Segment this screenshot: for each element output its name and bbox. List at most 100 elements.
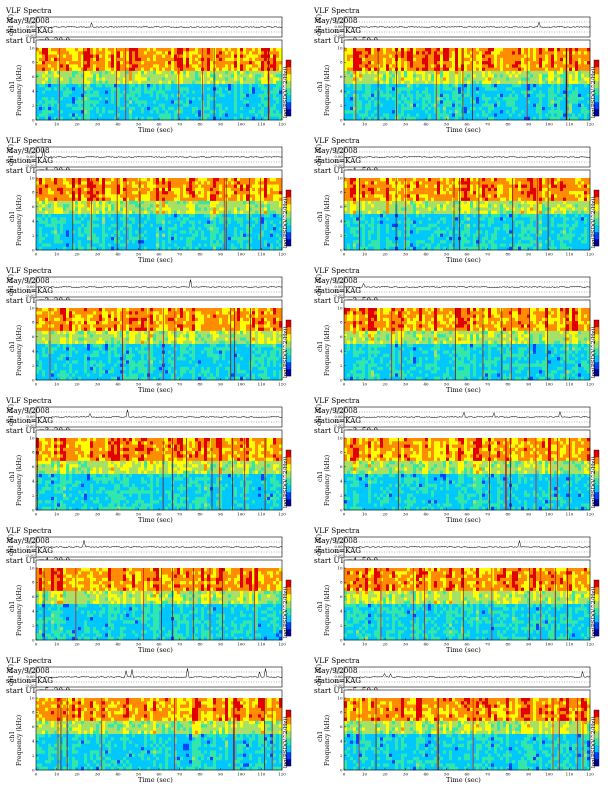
waveform-line: [343, 282, 591, 288]
time-tick-label: 20: [74, 772, 80, 777]
time-tick-label: 20: [74, 642, 80, 647]
time-tick-label: 60: [464, 772, 470, 777]
time-tick-label: 90: [218, 252, 224, 257]
trace-tick-label: -0.20: [333, 684, 343, 688]
colorbar-label: log(PSD(V^2/Hz)): [283, 66, 289, 118]
spectrogram-cells: [36, 48, 283, 121]
time-axis-label: Time (sec): [138, 776, 173, 784]
spectrogram: 02468100102030405060708090100110120-5-4-…: [337, 39, 600, 127]
time-tick-label: 40: [423, 642, 429, 647]
time-axis-label: Time (sec): [446, 256, 481, 264]
title-date: May/9/2008: [6, 146, 256, 156]
trace-tick-label: -0.20: [25, 294, 35, 298]
time-tick-label: 110: [258, 382, 266, 387]
title-station: station=KAG: [314, 26, 564, 36]
trace-tick-label: 0.00: [26, 545, 35, 549]
time-tick-label: 40: [115, 772, 121, 777]
freq-tick-label: 0: [32, 247, 35, 252]
spectrogram-panel: VLF Spectra May/9/2008 station=KAG start UT…: [314, 656, 600, 784]
freq-tick-label: 6: [340, 724, 343, 729]
time-tick-label: 0: [343, 512, 346, 517]
trace-tick-label: 0.00: [26, 285, 35, 289]
freq-tick-label: 4: [340, 739, 343, 744]
time-tick-label: 10: [54, 122, 60, 127]
waveform-trace: 0.200.100.00-0.10-0.20: [25, 147, 283, 168]
spectrogram-cells: [344, 438, 591, 511]
freq-tick-label: 4: [32, 739, 35, 744]
trace-tick-label: -0.10: [25, 290, 35, 294]
freq-tick-label: 0: [32, 637, 35, 642]
time-axis-label: Time (sec): [138, 516, 173, 524]
time-tick-label: 90: [526, 382, 532, 387]
freq-tick-label: 2: [32, 753, 35, 758]
trace-tick-label: 0.10: [26, 151, 35, 155]
time-tick-label: 110: [566, 382, 574, 387]
trace-tick-label: -0.20: [25, 164, 35, 168]
freq-tick-label: 6: [32, 464, 35, 469]
title-name: VLF Spectra: [314, 526, 564, 536]
freq-tick-label: 0: [32, 767, 35, 772]
freq-axis-label: Frequency (kHz): [16, 325, 23, 376]
time-tick-label: 40: [423, 382, 429, 387]
title-date: May/9/2008: [6, 666, 256, 676]
freq-tick-label: 6: [32, 74, 35, 79]
freq-tick-label: 6: [32, 594, 35, 599]
time-tick-label: 40: [115, 122, 121, 127]
title-station: station=KAG: [314, 676, 564, 686]
title-name: VLF Spectra: [6, 266, 256, 276]
time-axis-label: Time (sec): [446, 126, 481, 134]
freq-tick-label: 6: [340, 594, 343, 599]
freq-tick-label: 2: [340, 363, 343, 368]
time-tick-label: 10: [362, 772, 368, 777]
trace-tick-label: 0.20: [334, 147, 343, 151]
time-tick-label: 80: [197, 642, 203, 647]
freq-tick-label: 8: [340, 320, 343, 325]
trace-axis-label: ch1 (V): [8, 274, 15, 296]
spectrogram: 02468100102030405060708090100110120-5-4-…: [337, 429, 600, 517]
freq-tick-label: 4: [340, 349, 343, 354]
time-tick-label: 120: [586, 512, 594, 517]
freq-tick-label: 0: [340, 247, 343, 252]
time-tick-label: 60: [156, 252, 162, 257]
time-tick-label: 30: [403, 252, 409, 257]
time-tick-label: 100: [237, 252, 245, 257]
time-tick-label: 40: [423, 512, 429, 517]
freq-axis-label: Frequency (kHz): [324, 325, 331, 376]
time-tick-label: 50: [444, 512, 450, 517]
trace-tick-label: -0.20: [25, 684, 35, 688]
colorbar-label: log(PSD(V^2/Hz)): [283, 196, 289, 248]
freq-tick-label: 8: [340, 190, 343, 195]
time-tick-label: 50: [136, 382, 142, 387]
title-date: May/9/2008: [314, 146, 564, 156]
time-tick-label: 0: [343, 772, 346, 777]
time-tick-label: 20: [382, 642, 388, 647]
title-name: VLF Spectra: [314, 656, 564, 666]
time-tick-label: 90: [218, 382, 224, 387]
trace-tick-label: -0.10: [333, 30, 343, 34]
time-tick-label: 50: [136, 252, 142, 257]
time-tick-label: 110: [566, 772, 574, 777]
freq-tick-label: 4: [340, 479, 343, 484]
title-name: VLF Spectra: [6, 396, 256, 406]
time-tick-label: 100: [545, 512, 553, 517]
spectrogram: 02468100102030405060708090100110120-5-4-…: [29, 169, 292, 257]
time-tick-label: 40: [115, 252, 121, 257]
title-date: May/9/2008: [314, 406, 564, 416]
trace-tick-label: 0.20: [334, 17, 343, 21]
time-axis-label: Time (sec): [138, 386, 173, 394]
freq-tick-label: 2: [32, 363, 35, 368]
trace-tick-label: 0.00: [26, 25, 35, 29]
trace-tick-label: 0.10: [334, 411, 343, 415]
colorbar: -5-4-3-2-1: [593, 709, 600, 767]
time-tick-label: 90: [526, 772, 532, 777]
trace-tick-label: 0.10: [26, 411, 35, 415]
time-tick-label: 90: [218, 512, 224, 517]
colorbar: -5-4-3-2-1: [593, 319, 600, 377]
freq-tick-label: 0: [340, 637, 343, 642]
time-tick-label: 100: [545, 772, 553, 777]
time-tick-label: 40: [423, 252, 429, 257]
time-tick-label: 60: [464, 122, 470, 127]
time-tick-label: 70: [485, 642, 491, 647]
time-tick-label: 40: [423, 772, 429, 777]
